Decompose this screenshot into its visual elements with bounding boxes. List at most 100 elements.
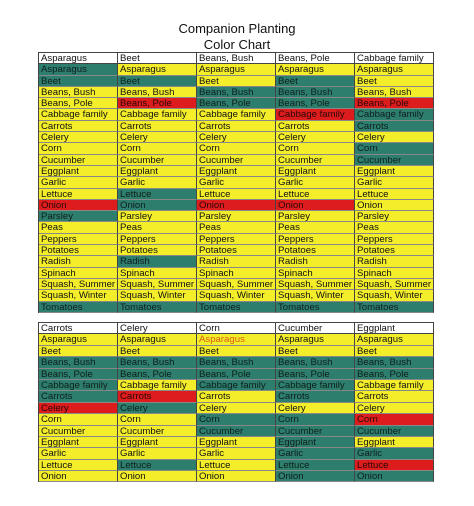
table-cell: Corn xyxy=(355,414,434,426)
table-cell: Beet xyxy=(276,75,355,87)
column-header: Cabbage family xyxy=(355,53,434,65)
table-cell: Celery xyxy=(197,402,276,415)
table-cell: Tomatoes xyxy=(197,301,276,313)
table-cell: Parsley xyxy=(118,211,197,223)
table-cell: Celery xyxy=(118,402,197,415)
table-cell: Onion xyxy=(355,199,434,212)
table-cell: Cabbage family xyxy=(197,109,276,121)
table-cell: Potatoes xyxy=(118,245,197,257)
table-cell: Lettuce xyxy=(39,459,118,472)
column-header: Asparagus xyxy=(39,53,118,65)
table-cell: Beans, Bush xyxy=(276,357,355,369)
table-cell: Asparagus xyxy=(39,334,118,346)
table-cell: Beans, Bush xyxy=(276,86,355,99)
table-cell: Onion xyxy=(39,199,118,212)
table-cell: Carrots xyxy=(118,120,197,133)
table-cell: Eggplant xyxy=(118,165,197,178)
table-cell: Squash, Winter xyxy=(39,290,118,302)
table-cell: Beans, Bush xyxy=(197,86,276,99)
table-cell: Beans, Bush xyxy=(118,357,197,369)
table-cell: Onion xyxy=(197,199,276,212)
table-cell: Radish xyxy=(197,256,276,268)
column-header: Corn xyxy=(197,323,276,335)
table-cell: Spinach xyxy=(118,267,197,279)
table-cell: Cucumber xyxy=(355,154,434,166)
table-cell: Garlic xyxy=(39,448,118,460)
table-cell: Radish xyxy=(276,256,355,268)
table-cell: Lettuce xyxy=(197,188,276,200)
table-cell: Garlic xyxy=(118,177,197,189)
table-cell: Cabbage family xyxy=(276,379,355,392)
table-cell: Beans, Pole xyxy=(118,368,197,380)
table-cell: Onion xyxy=(39,471,118,483)
table-cell: Carrots xyxy=(118,391,197,403)
table-cell: Parsley xyxy=(276,211,355,223)
table-cell: Carrots xyxy=(197,120,276,133)
table-cell: Carrots xyxy=(276,120,355,133)
table-cell: Cucumber xyxy=(355,425,434,437)
table-cell: Cabbage family xyxy=(118,109,197,121)
table-cell: Lettuce xyxy=(355,459,434,472)
table-cell: Potatoes xyxy=(276,245,355,257)
table-cell: Spinach xyxy=(355,267,434,279)
table-cell: Cucumber xyxy=(118,425,197,437)
table-cell: Asparagus xyxy=(276,64,355,76)
table-cell: Radish xyxy=(355,256,434,268)
table-cell: Radish xyxy=(39,256,118,268)
column-header: Beans, Bush xyxy=(197,53,276,65)
table-cell: Asparagus xyxy=(118,64,197,76)
table-cell: Radish xyxy=(118,256,197,268)
table-cell: Spinach xyxy=(197,267,276,279)
table-cell: Eggplant xyxy=(276,165,355,178)
table-cell: Beet xyxy=(197,345,276,358)
table-cell: Garlic xyxy=(355,448,434,460)
table-cell: Celery xyxy=(39,132,118,144)
table-cell: Asparagus xyxy=(118,334,197,346)
table-cell: Carrots xyxy=(355,391,434,403)
table-cell: Beans, Pole xyxy=(276,368,355,380)
table-cell: Corn xyxy=(39,143,118,155)
table-cell: Beans, Pole xyxy=(118,98,197,110)
table-cell: Beans, Pole xyxy=(197,98,276,110)
table-cell: Cucumber xyxy=(197,425,276,437)
column-header: Beans, Pole xyxy=(276,53,355,65)
table-cell: Cucumber xyxy=(276,425,355,437)
table-cell: Beans, Bush xyxy=(39,357,118,369)
table-cell: Potatoes xyxy=(355,245,434,257)
table-cell: Tomatoes xyxy=(118,301,197,313)
table-cell: Beet xyxy=(118,345,197,358)
table-cell: Peas xyxy=(276,222,355,234)
table-cell: Beet xyxy=(197,75,276,87)
table-cell: Cabbage family xyxy=(39,109,118,121)
table-cell: Squash, Winter xyxy=(355,290,434,302)
table-cell: Tomatoes xyxy=(39,301,118,313)
column-header: Celery xyxy=(118,323,197,335)
table-cell: Peppers xyxy=(39,233,118,246)
table-cell: Eggplant xyxy=(39,165,118,178)
table-cell: Potatoes xyxy=(197,245,276,257)
column-header: Cucumber xyxy=(276,323,355,335)
table-cell: Peppers xyxy=(118,233,197,246)
table-cell: Cabbage family xyxy=(355,109,434,121)
table-cell: Corn xyxy=(118,414,197,426)
table-cell: Onion xyxy=(118,471,197,483)
table-cell: Corn xyxy=(118,143,197,155)
table-cell: Asparagus xyxy=(197,334,276,346)
table-cell: Squash, Summer xyxy=(39,278,118,291)
table-cell: Squash, Winter xyxy=(197,290,276,302)
column-header: Eggplant xyxy=(355,323,434,335)
table-cell: Cabbage family xyxy=(355,379,434,392)
table-cell: Onion xyxy=(197,471,276,483)
table-cell: Peppers xyxy=(276,233,355,246)
table-cell: Beans, Pole xyxy=(39,368,118,380)
table-cell: Peas xyxy=(197,222,276,234)
table-cell: Beans, Bush xyxy=(355,86,434,99)
table-cell: Squash, Winter xyxy=(276,290,355,302)
table-cell: Garlic xyxy=(355,177,434,189)
table-cell: Lettuce xyxy=(118,459,197,472)
table-cell: Corn xyxy=(39,414,118,426)
table-cell: Peas xyxy=(355,222,434,234)
table-cell: Cucumber xyxy=(118,154,197,166)
table-cell: Corn xyxy=(355,143,434,155)
table-cell: Beans, Bush xyxy=(39,86,118,99)
